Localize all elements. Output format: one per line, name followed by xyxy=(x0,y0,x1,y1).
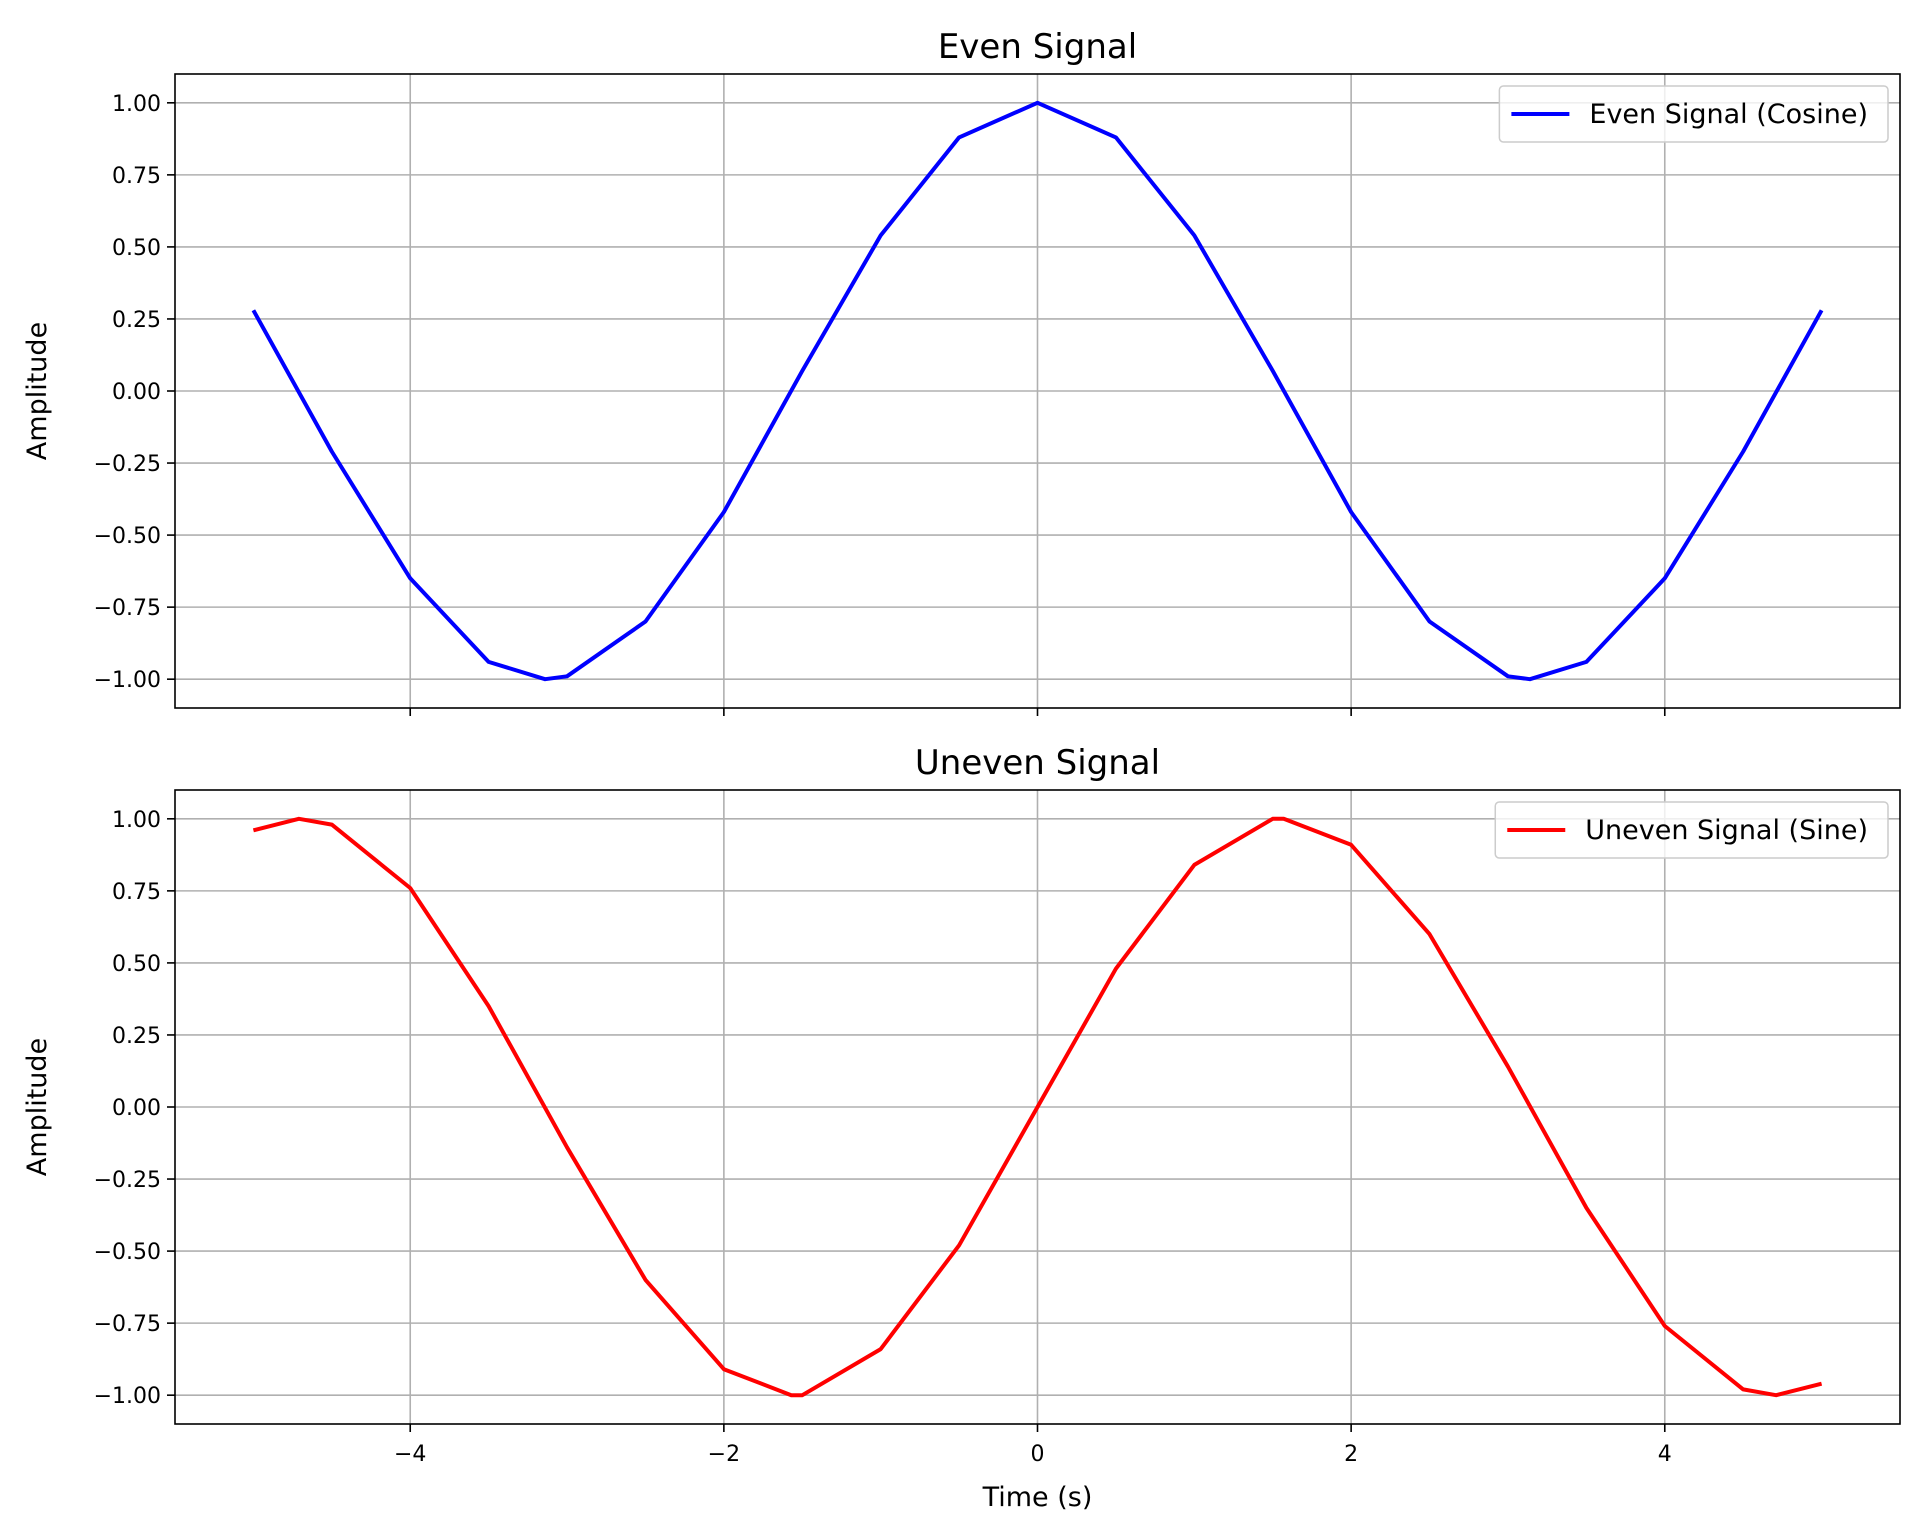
plot-title-even: Even Signal xyxy=(938,27,1137,67)
y-tick-label: 0.75 xyxy=(112,880,161,905)
y-tick-label: −0.75 xyxy=(94,1312,161,1337)
x-ticks-uneven: −4 −2 0 2 4 xyxy=(394,1424,1672,1467)
y-axis-label-even: Amplitude xyxy=(22,322,53,460)
y-tick-label: −0.75 xyxy=(94,596,161,621)
x-axis-label-uneven: Time (s) xyxy=(982,1482,1093,1513)
subplot-uneven: 1.00 0.75 0.50 0.25 0.00 −0.25 −0.50 −0.75 −1.00… xyxy=(22,743,1901,1513)
legend-uneven: Uneven Signal (Sine) xyxy=(1494,801,1889,859)
y-tick-label: 0.50 xyxy=(112,952,161,977)
plot-title-uneven: Uneven Signal xyxy=(915,743,1160,783)
y-tick-label: 1.00 xyxy=(112,92,161,117)
y-tick-label: 0.25 xyxy=(112,308,161,333)
x-tick-label: 0 xyxy=(1031,1442,1045,1467)
x-tick-label: 2 xyxy=(1344,1442,1358,1467)
legend-box-uneven xyxy=(1494,801,1889,859)
legend-label-even-signal: Even Signal (Cosine) xyxy=(1589,99,1868,130)
y-tick-label: −1.00 xyxy=(94,1384,161,1409)
y-tick-label: 0.25 xyxy=(112,1024,161,1049)
y-tick-label: −0.50 xyxy=(94,1240,161,1265)
y-axis-label-uneven: Amplitude xyxy=(22,1038,53,1176)
y-tick-label: −0.50 xyxy=(94,524,161,549)
x-tick-label: −2 xyxy=(708,1442,740,1467)
subplot-even: 1.00 0.75 0.50 0.25 0.00 −0.25 −0.50 −0.75 −1.00… xyxy=(22,27,1901,716)
x-tick-label: 4 xyxy=(1658,1442,1672,1467)
legend-even: Even Signal (Cosine) xyxy=(1498,85,1889,143)
y-tick-label: 1.00 xyxy=(112,808,161,833)
y-tick-label: 0.75 xyxy=(112,164,161,189)
y-ticks-even: 1.00 0.75 0.50 0.25 0.00 −0.25 −0.50 −0.75 −1.00 xyxy=(94,92,175,693)
y-tick-label: 0.00 xyxy=(112,380,161,405)
legend-label-uneven-signal: Uneven Signal (Sine) xyxy=(1585,815,1868,846)
y-tick-label: −1.00 xyxy=(94,668,161,693)
series-line-uneven-signal xyxy=(252,816,1823,1398)
grid-even xyxy=(175,74,1900,708)
y-tick-label: −0.25 xyxy=(94,1168,161,1193)
legend-box-even xyxy=(1498,85,1889,143)
x-tick-label: −4 xyxy=(394,1442,426,1467)
x-ticks-even xyxy=(409,708,1666,716)
y-ticks-uneven: 1.00 0.75 0.50 0.25 0.00 −0.25 −0.50 −0.75 −1.00 xyxy=(94,808,175,1409)
y-tick-label: −0.25 xyxy=(94,452,161,477)
y-tick-label: 0.00 xyxy=(112,1096,161,1121)
y-tick-label: 0.50 xyxy=(112,236,161,261)
series-line-even-signal xyxy=(251,100,1824,682)
